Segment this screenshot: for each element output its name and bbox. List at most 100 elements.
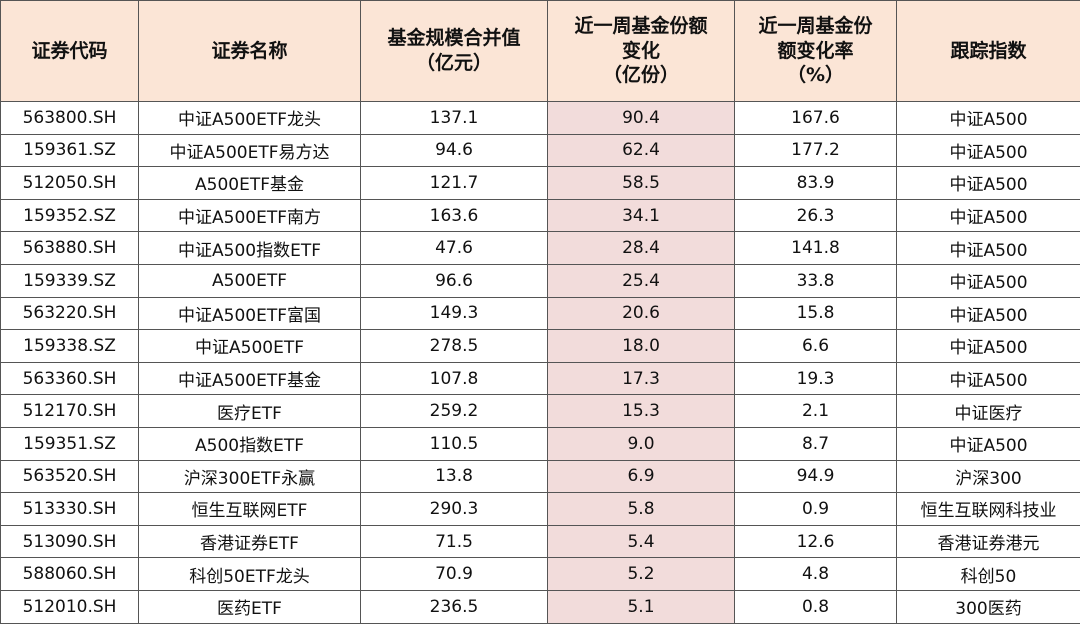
table-cell: 5.8: [547, 492, 735, 526]
table-cell: 19.3: [734, 361, 897, 396]
table-cell: 5.2: [547, 557, 735, 591]
table-cell: 512010.SH: [0, 589, 139, 624]
table-cell: 47.6: [360, 231, 548, 265]
table-cell: 中证A500: [896, 263, 1080, 298]
table-cell: 290.3: [360, 492, 548, 526]
table-cell: 58.5: [547, 166, 735, 200]
table-cell: 137.1: [360, 101, 548, 135]
table-cell: 香港证券ETF: [138, 524, 361, 559]
table-cell: 110.5: [360, 426, 548, 461]
table-cell: 96.6: [360, 263, 548, 298]
table-cell: 159339.SZ: [0, 263, 139, 298]
table-cell: 236.5: [360, 589, 548, 624]
table-cell: 121.7: [360, 166, 548, 200]
header-cell: 基金规模合并值 （亿元）: [360, 0, 548, 102]
table-row: 512050.SH A500ETF基金 121.7 58.5 83.9 中证A500: [0, 166, 1080, 200]
table-cell: 141.8: [734, 231, 897, 265]
table-cell: 513330.SH: [0, 492, 139, 526]
table-cell: 13.8: [360, 459, 548, 494]
table-cell: 300医药: [896, 589, 1080, 624]
table-cell: 中证A500ETF: [138, 329, 361, 363]
table-cell: 中证A500指数ETF: [138, 231, 361, 265]
table-cell: 4.8: [734, 557, 897, 591]
table-cell: 科创50ETF龙头: [138, 557, 361, 591]
table-cell: 0.9: [734, 492, 897, 526]
table-cell: 83.9: [734, 166, 897, 200]
table-cell: 167.6: [734, 101, 897, 135]
table-cell: 中证A500ETF易方达: [138, 133, 361, 168]
table-cell: 12.6: [734, 524, 897, 559]
table-cell: 5.4: [547, 524, 735, 559]
table-cell: 563880.SH: [0, 231, 139, 265]
table-row: 513090.SH 香港证券ETF 71.5 5.4 12.6 香港证券港元: [0, 524, 1080, 559]
table-row: 512170.SH 医疗ETF 259.2 15.3 2.1 中证医疗: [0, 394, 1080, 428]
table-cell: 159351.SZ: [0, 426, 139, 461]
table-cell: 71.5: [360, 524, 548, 559]
table-cell: 512170.SH: [0, 394, 139, 428]
table-row: 512010.SH 医药ETF 236.5 5.1 0.8 300医药: [0, 589, 1080, 624]
table-cell: 563220.SH: [0, 296, 139, 331]
table-cell: 6.6: [734, 329, 897, 363]
table-row: 563800.SH 中证A500ETF龙头 137.1 90.4 167.6 中证A500: [0, 101, 1080, 135]
table-cell: 259.2: [360, 394, 548, 428]
table-cell: 医药ETF: [138, 589, 361, 624]
table-cell: 18.0: [547, 329, 735, 363]
table-cell: 563360.SH: [0, 361, 139, 396]
table-cell: 中证A500: [896, 231, 1080, 265]
table-cell: 15.8: [734, 296, 897, 331]
table-cell: 15.3: [547, 394, 735, 428]
table-cell: 9.0: [547, 426, 735, 461]
table-cell: 中证医疗: [896, 394, 1080, 428]
table-row: 563520.SH 沪深300ETF永赢 13.8 6.9 94.9 沪深300: [0, 459, 1080, 494]
header-cell: 近一周基金份额 变化 （亿份）: [547, 0, 735, 102]
table-row: 588060.SH 科创50ETF龙头 70.9 5.2 4.8 科创50: [0, 557, 1080, 591]
table-cell: 2.1: [734, 394, 897, 428]
table-cell: 科创50: [896, 557, 1080, 591]
table-cell: 中证A500: [896, 198, 1080, 233]
table-row: 563220.SH 中证A500ETF富国 149.3 20.6 15.8 中证A500: [0, 296, 1080, 331]
table-row: 159351.SZ A500指数ETF 110.5 9.0 8.7 中证A500: [0, 426, 1080, 461]
table-cell: 中证A500: [896, 133, 1080, 168]
table-cell: 26.3: [734, 198, 897, 233]
table-cell: 107.8: [360, 361, 548, 396]
table-cell: 33.8: [734, 263, 897, 298]
table-cell: A500ETF: [138, 263, 361, 298]
table-cell: 563520.SH: [0, 459, 139, 494]
table-cell: 513090.SH: [0, 524, 139, 559]
table-cell: A500ETF基金: [138, 166, 361, 200]
header-cell: 证券名称: [138, 0, 361, 102]
table-cell: 588060.SH: [0, 557, 139, 591]
table-cell: 62.4: [547, 133, 735, 168]
table-cell: 中证A500: [896, 166, 1080, 200]
table-cell: 中证A500: [896, 101, 1080, 135]
header-row: 证券代码 证券名称 基金规模合并值 （亿元） 近一周基金份额 变化 （亿份） 近一周基金…: [0, 0, 1080, 102]
table-body: 563800.SH 中证A500ETF龙头 137.1 90.4 167.6 中证A500…: [0, 101, 1080, 624]
table-row: 159338.SZ 中证A500ETF 278.5 18.0 6.6 中证A500: [0, 329, 1080, 363]
table-cell: 163.6: [360, 198, 548, 233]
table-cell: 0.8: [734, 589, 897, 624]
table-cell: 159338.SZ: [0, 329, 139, 363]
header-cell: 证券代码: [0, 0, 139, 102]
table-cell: 5.1: [547, 589, 735, 624]
table-row: 159352.SZ 中证A500ETF南方 163.6 34.1 26.3 中证A500: [0, 198, 1080, 233]
table-cell: 中证A500: [896, 329, 1080, 363]
table-cell: 28.4: [547, 231, 735, 265]
table-cell: 沪深300: [896, 459, 1080, 494]
table-cell: 20.6: [547, 296, 735, 331]
table-cell: 中证A500: [896, 296, 1080, 331]
table-cell: 563800.SH: [0, 101, 139, 135]
header-cell: 近一周基金份 额变化率 （%）: [734, 0, 897, 102]
table-cell: 25.4: [547, 263, 735, 298]
table-cell: 8.7: [734, 426, 897, 461]
table-row: 513330.SH 恒生互联网ETF 290.3 5.8 0.9 恒生互联网科技业: [0, 492, 1080, 526]
table-cell: 94.6: [360, 133, 548, 168]
table-cell: 159361.SZ: [0, 133, 139, 168]
table-cell: 94.9: [734, 459, 897, 494]
table-cell: 17.3: [547, 361, 735, 396]
table-cell: 278.5: [360, 329, 548, 363]
table-cell: 34.1: [547, 198, 735, 233]
table-row: 159339.SZ A500ETF 96.6 25.4 33.8 中证A500: [0, 263, 1080, 298]
table-cell: 512050.SH: [0, 166, 139, 200]
table-cell: 中证A500ETF富国: [138, 296, 361, 331]
